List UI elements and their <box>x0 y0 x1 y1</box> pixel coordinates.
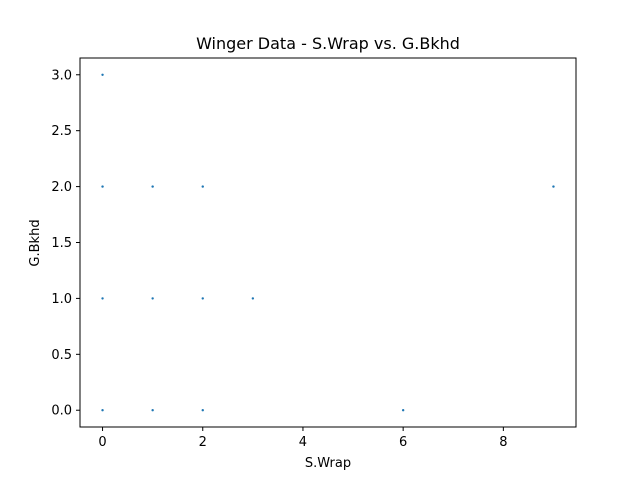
y-tick-label: 2.0 <box>51 180 72 195</box>
y-tick-label: 0.0 <box>51 404 72 419</box>
data-point <box>101 185 104 188</box>
data-point <box>201 297 204 300</box>
x-tick-label: 4 <box>299 435 307 450</box>
y-axis-label: G.Bkhd <box>28 219 43 266</box>
y-tick-label: 1.5 <box>51 236 72 251</box>
data-point <box>151 185 154 188</box>
y-tick-label: 1.0 <box>51 292 72 307</box>
data-point <box>251 297 255 300</box>
data-point <box>151 297 154 300</box>
axis-ticks: 0 2 4 6 8 0.0 0.5 1.0 1.5 2.0 2.5 3.0 <box>51 68 507 450</box>
y-tick-label: 2.5 <box>51 124 72 139</box>
data-point <box>552 185 555 188</box>
plot-frame <box>79 57 577 428</box>
x-axis-label: S.Wrap <box>305 456 351 471</box>
data-point <box>151 409 154 412</box>
x-tick-label: 0 <box>98 435 106 450</box>
data-point <box>101 73 104 76</box>
x-tick-label: 8 <box>499 435 507 450</box>
x-tick-label: 6 <box>399 435 407 450</box>
data-point <box>201 409 204 412</box>
y-tick-label: 0.5 <box>51 348 72 363</box>
data-point <box>201 185 204 188</box>
y-tick-label: 3.0 <box>51 68 72 83</box>
chart-title: Winger Data - S.Wrap vs. G.Bkhd <box>196 34 460 53</box>
data-point <box>401 409 405 412</box>
data-points <box>101 73 555 412</box>
data-point <box>101 297 104 300</box>
data-point <box>101 409 104 412</box>
x-tick-label: 2 <box>199 435 207 450</box>
